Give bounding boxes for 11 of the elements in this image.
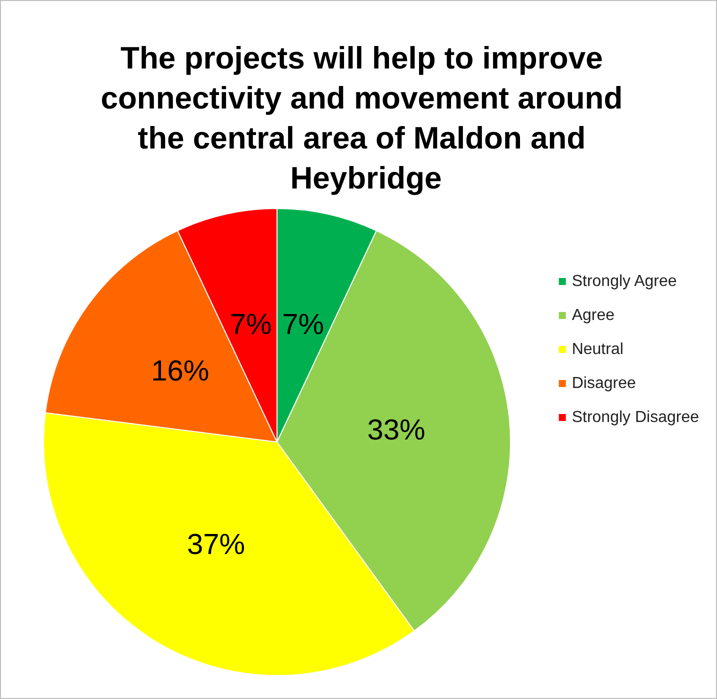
data-label: 7% xyxy=(282,309,324,342)
legend-label: Neutral xyxy=(572,341,624,358)
legend-label: Agree xyxy=(572,307,615,324)
data-label: 37% xyxy=(187,529,246,562)
legend-label: Disagree xyxy=(572,375,636,392)
legend-label: Strongly Disagree xyxy=(572,409,700,426)
data-label: 16% xyxy=(151,356,210,388)
data-label: 33% xyxy=(367,414,426,447)
chart-title: The projects will help to improve connectivity and movement around the central area of Maldon and Heybridge xyxy=(100,40,632,196)
legend-label: Strongly Agree xyxy=(572,273,677,290)
data-label: 7% xyxy=(230,309,272,342)
